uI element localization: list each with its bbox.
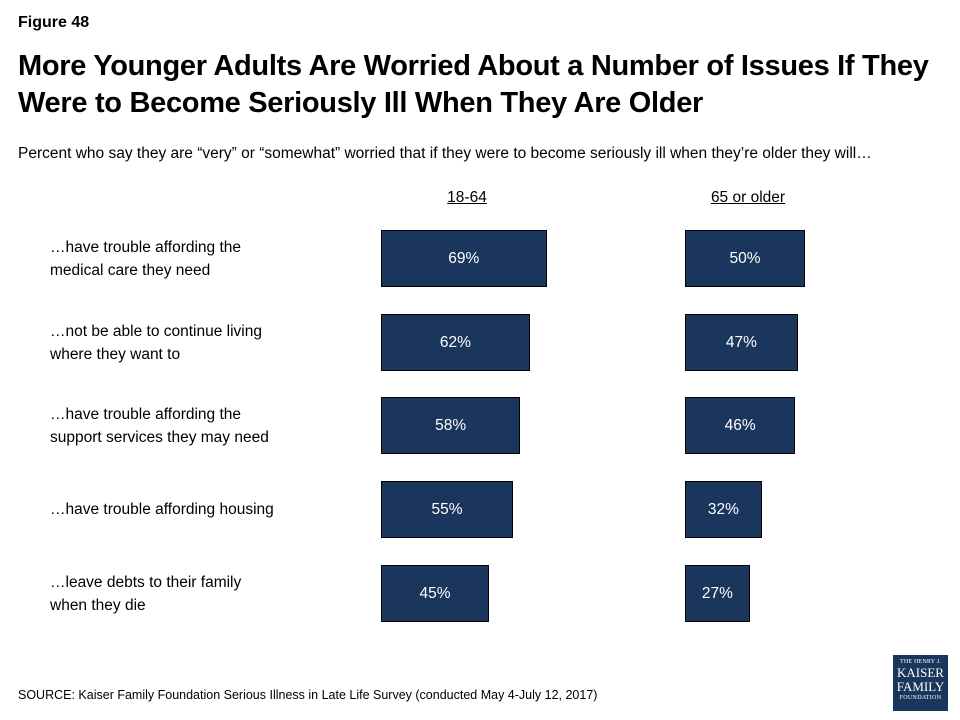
category-label: …have trouble affording housing [50,501,274,518]
bar-value-label: 32% [707,500,739,518]
category-label: …have trouble affording the support servi… [50,405,269,446]
bar: 55% [381,481,513,538]
bar: 50% [685,230,805,287]
bar-value-label: 47% [725,333,757,351]
bar: 27% [685,565,750,622]
category-label: …leave debts to their family when they di… [50,573,242,614]
bar-value-label: 27% [701,584,733,602]
series-header-65-older: 65 or older [710,189,786,206]
kff-logo: THE HENRY J. KAISER FAMILY FOUNDATION [893,655,948,711]
chart-subtitle: Percent who say they are “very” or “some… [18,145,872,162]
bar-value-label: 69% [448,249,480,267]
bar: 46% [685,397,796,454]
bar-value-label: 55% [431,500,463,518]
source-note: SOURCE: Kaiser Family Foundation Serious… [18,688,598,702]
bar-value-label: 50% [729,249,761,267]
category-label: …not be able to continue living where the… [50,322,262,363]
bar: 58% [381,397,521,454]
bar: 47% [685,314,798,371]
bar-value-label: 46% [724,416,756,434]
bar: 45% [381,565,489,622]
bar: 32% [685,481,762,538]
bar: 69% [381,230,547,287]
series-header-18-64: 18-64 [447,189,487,206]
bar-value-label: 62% [439,333,471,351]
figure-label: Figure 48 [18,14,90,31]
bar: 62% [381,314,530,371]
bar-value-label: 45% [419,584,451,602]
category-label: …have trouble affording the medical care … [50,238,242,279]
chart-title: More Younger Adults Are Worried About a … [18,50,929,119]
bar-value-label: 58% [435,416,467,434]
